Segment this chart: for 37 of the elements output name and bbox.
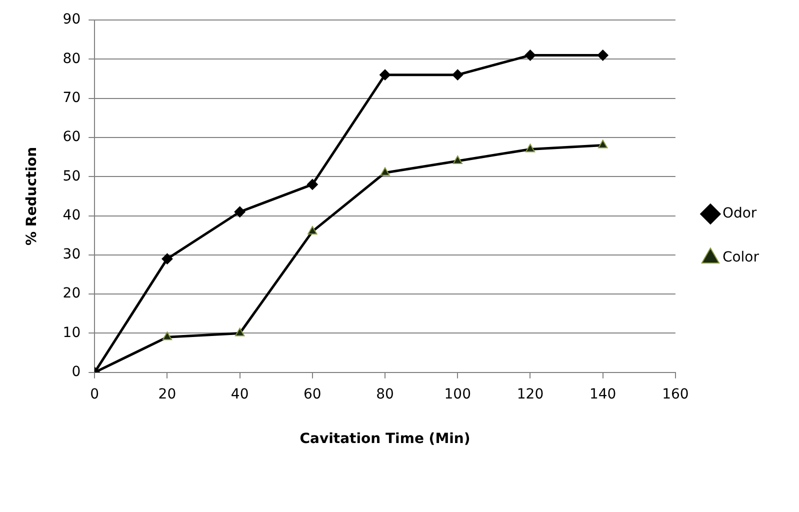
x-axis-title: Cavitation Time (Min)	[300, 431, 470, 448]
x-tick-label: 140	[589, 386, 616, 402]
x-tick-label: 60	[304, 386, 322, 402]
y-tick-label: 90	[62, 12, 81, 28]
y-tick-label: 30	[62, 246, 81, 263]
point	[598, 140, 608, 148]
x-tick-label: 120	[516, 386, 544, 402]
x-tick-label: 100	[444, 386, 472, 402]
point	[452, 69, 464, 80]
point	[452, 155, 462, 164]
point	[380, 167, 390, 176]
point	[597, 50, 608, 61]
x-tick-label: 80	[376, 386, 394, 402]
y-tick-label: 70	[62, 90, 81, 106]
y-tick-label: 60	[62, 129, 81, 146]
point	[162, 332, 172, 340]
x-tick-label: 40	[230, 386, 249, 402]
point	[234, 328, 245, 336]
point	[308, 226, 318, 234]
point	[162, 253, 173, 264]
point	[524, 50, 536, 61]
y-tick-label: 10	[62, 324, 81, 341]
y-axis-title: % Reduction	[24, 146, 40, 246]
x-tick-label: 20	[158, 386, 176, 402]
x-tick-label: 0	[90, 386, 100, 402]
legend-label: Odor	[722, 206, 757, 222]
point	[306, 178, 318, 190]
y-tick-label: 0	[72, 364, 81, 380]
legend-label: Color	[722, 250, 760, 266]
x-tick-label: 160	[662, 386, 689, 402]
point	[525, 144, 536, 152]
point	[380, 69, 391, 80]
y-tick-label: 50	[62, 168, 81, 184]
point	[234, 206, 246, 218]
y-tick-label: 40	[62, 207, 81, 224]
y-tick-label: 80	[62, 50, 81, 67]
y-tick-label: 20	[62, 286, 81, 302]
